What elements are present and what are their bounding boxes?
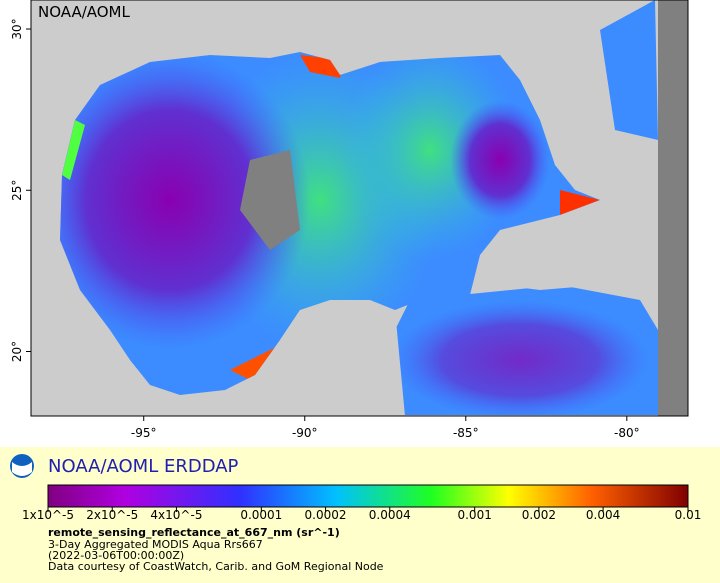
map-frame [30, 0, 689, 417]
x-tick-label: -80° [614, 426, 640, 440]
y-tick-label: 25° [10, 180, 24, 201]
colorbar-tick-label: 0.0002 [305, 508, 347, 522]
x-tick-label: -85° [453, 426, 479, 440]
legend-panel [0, 447, 720, 583]
time: (2022-03-06T00:00:00Z) [48, 549, 184, 562]
colorbar-tick-label: 0.01 [675, 508, 702, 522]
cuba [480, 262, 600, 290]
yucatan [280, 310, 405, 416]
y-tick-label: 20° [10, 341, 24, 362]
colorbar-tick-label: 0.002 [522, 508, 556, 522]
colorbar-tick-label: 2x10^-5 [86, 508, 138, 522]
dataset: 3-Day Aggregated MODIS Aqua Rrs667 [48, 538, 263, 551]
no-data [658, 0, 688, 416]
x-tick-label: -95° [131, 426, 157, 440]
brand: NOAA/AOML ERDDAP [48, 456, 239, 477]
colorbar-tick-label: 1x10^-5 [22, 508, 74, 522]
variable: remote_sensing_reflectance_at_667_nm (sr… [48, 526, 340, 539]
watermark: NOAA/AOML [38, 3, 131, 21]
colorbar-tick-label: 0.004 [586, 508, 620, 522]
colorbar-tick-label: 4x10^-5 [150, 508, 202, 522]
x-tick-label: -90° [292, 426, 318, 440]
colorbar [47, 484, 689, 508]
colorbar-tick-label: 0.001 [457, 508, 491, 522]
y-tick-label: 30° [10, 18, 24, 39]
credit: Data courtesy of CoastWatch, Carib. and … [48, 560, 384, 573]
colorbar-tick-label: 0.0004 [369, 508, 411, 522]
colorbar-tick-label: 0.0001 [240, 508, 282, 522]
noaa-logo-wave [12, 462, 32, 476]
